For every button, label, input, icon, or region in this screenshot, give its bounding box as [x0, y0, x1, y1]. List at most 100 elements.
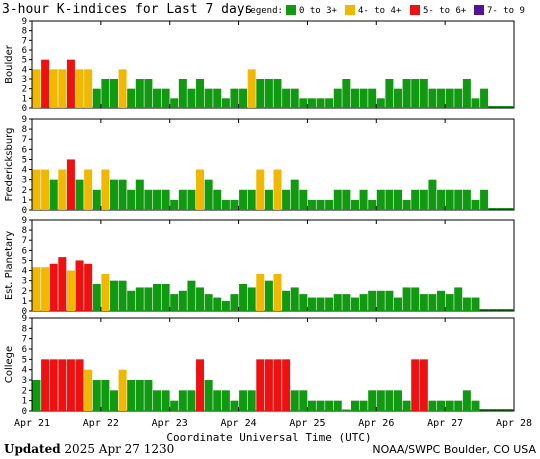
bar-placeholder	[479, 309, 489, 311]
bar	[273, 79, 282, 108]
bar	[32, 380, 41, 411]
y-tick-label: 3	[22, 277, 27, 287]
bar	[135, 179, 144, 210]
bar	[419, 294, 428, 311]
bar-placeholder	[488, 409, 497, 411]
bar	[445, 294, 454, 311]
bar	[49, 179, 58, 210]
bar	[92, 284, 101, 311]
bar	[462, 297, 471, 311]
bar	[359, 400, 368, 411]
y-tick-label: 2	[22, 186, 27, 196]
y-tick-label: 5	[22, 355, 27, 365]
bar	[290, 88, 299, 108]
bar	[264, 79, 273, 108]
bar	[290, 179, 299, 210]
bar	[84, 69, 93, 108]
bar	[316, 98, 325, 108]
bar	[92, 88, 101, 108]
y-tick-label: 4	[22, 366, 27, 376]
bar	[247, 69, 256, 108]
bar	[411, 189, 420, 210]
bar	[411, 287, 420, 311]
legend-label-0: 0 to 3+	[299, 6, 338, 16]
bar	[32, 267, 41, 311]
bar	[75, 359, 84, 411]
y-tick-label: 3	[22, 75, 27, 85]
bar	[428, 88, 437, 108]
bar	[101, 273, 110, 311]
bar	[480, 189, 489, 210]
panel-label-0: Boulder	[4, 44, 15, 84]
y-tick-label: 8	[22, 226, 27, 236]
legend: Legend: 0 to 3+ 4- to 4+ 5- to 6+ 7- to 9	[245, 5, 525, 16]
bar	[213, 88, 222, 108]
bar	[161, 88, 170, 108]
bar	[178, 390, 187, 411]
panel-frame-0	[31, 20, 515, 109]
bar	[454, 189, 463, 210]
bar	[41, 59, 50, 108]
bar	[170, 294, 179, 311]
bar	[144, 380, 153, 411]
y-tick-label: 7	[22, 236, 27, 246]
bar	[411, 79, 420, 108]
bar-placeholder	[505, 208, 514, 210]
y-tick-label: 9	[22, 314, 27, 324]
x-tick-label: Apr 28	[496, 418, 532, 429]
y-tick-label: 5	[22, 256, 27, 266]
bar	[454, 400, 463, 411]
panel-frame-2	[31, 219, 515, 312]
bar	[153, 189, 162, 210]
bar	[333, 189, 342, 210]
bar	[325, 199, 334, 210]
bar	[161, 390, 170, 411]
x-tick-label: Apr 27	[427, 418, 463, 429]
x-tick-label: Apr 26	[358, 418, 394, 429]
y-tick-label: 5	[22, 56, 27, 66]
bar	[109, 79, 118, 108]
bar	[58, 169, 67, 210]
bar	[402, 400, 411, 411]
bar-placeholder	[505, 309, 514, 311]
bar	[109, 179, 118, 210]
bar	[170, 98, 179, 108]
y-tick-label: 7	[22, 36, 27, 46]
bar	[153, 88, 162, 108]
y-tick-label: 4	[22, 267, 27, 277]
bar-placeholder	[505, 409, 514, 411]
bar	[368, 290, 377, 311]
x-axis-label: Coordinate Universal Time (UTC)	[166, 431, 371, 444]
bar	[32, 169, 41, 210]
bar	[230, 294, 239, 311]
bar	[221, 300, 230, 311]
bar	[127, 88, 136, 108]
bar	[213, 297, 222, 311]
bar	[196, 359, 205, 411]
bar	[204, 179, 213, 210]
bar	[256, 169, 265, 210]
bar	[256, 79, 265, 108]
bar	[118, 179, 127, 210]
legend-title: Legend:	[245, 6, 283, 16]
bar	[376, 189, 385, 210]
y-tick-label: 2	[22, 386, 27, 396]
bar	[256, 359, 265, 411]
bar	[196, 287, 205, 311]
bar	[109, 390, 118, 411]
bar	[394, 390, 403, 411]
bar	[350, 297, 359, 311]
bar	[342, 294, 351, 311]
bar	[58, 69, 67, 108]
bar	[127, 380, 136, 411]
bar	[325, 98, 334, 108]
credit-text: NOAA/SWPC Boulder, CO USA	[372, 443, 536, 456]
bar	[445, 189, 454, 210]
y-tick-label: 6	[22, 246, 27, 256]
updated-label: Updated	[4, 442, 61, 456]
bar	[454, 88, 463, 108]
x-tick-label: Apr 21	[14, 418, 50, 429]
bar	[437, 88, 446, 108]
bar	[170, 400, 179, 411]
